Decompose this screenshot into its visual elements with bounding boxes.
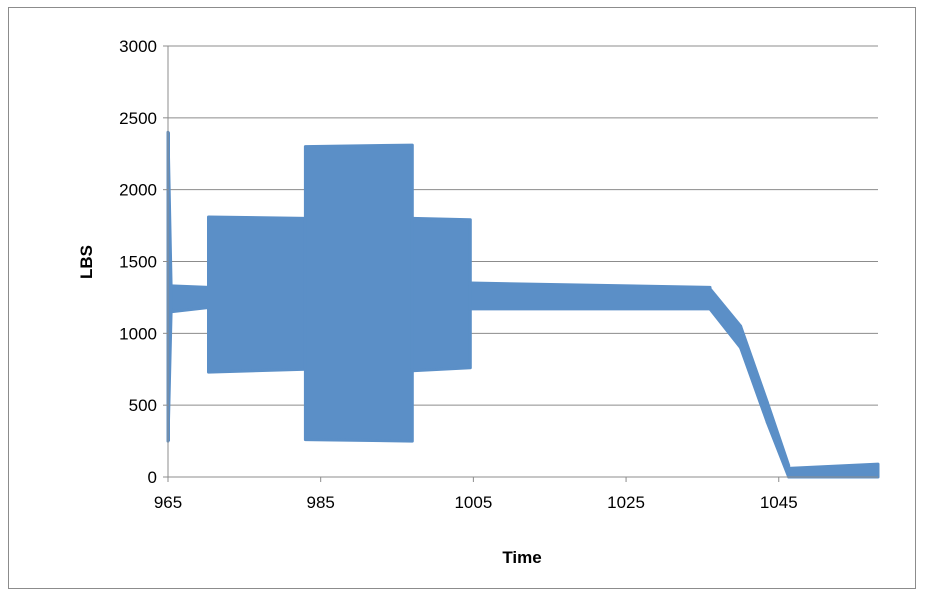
y-axis-title: LBS [77,245,96,279]
y-tick-label: 1000 [119,324,157,343]
series-band-segment [410,216,472,373]
series-band-segment [303,143,414,443]
series-band-segment [708,287,743,350]
y-tick-label: 1500 [119,253,157,272]
x-tick-label: 985 [307,493,335,512]
x-tick-label: 1045 [760,493,798,512]
series-band-segment [468,281,712,311]
series-band-segment [207,215,307,374]
axes [163,45,878,482]
y-tick-label: 500 [129,396,157,415]
x-axis-title: Time [502,548,541,567]
y-tick-label: 2500 [119,109,157,128]
y-tick-label: 3000 [119,37,157,56]
x-tick-label: 1025 [607,493,645,512]
plot-area [166,130,880,479]
x-tick-labels: 965 985 1005 1025 1045 [154,493,798,512]
x-tick-label: 965 [154,493,182,512]
y-tick-label: 0 [148,468,157,487]
series-band-segment [169,284,210,314]
y-tick-label: 2000 [119,181,157,200]
y-tick-labels: 0 500 1000 1500 2000 2500 3000 [119,37,157,487]
series-band-segment [787,462,880,479]
x-tick-label: 1005 [454,493,492,512]
series-band-segment [739,324,769,424]
series-band-segment [765,400,791,479]
